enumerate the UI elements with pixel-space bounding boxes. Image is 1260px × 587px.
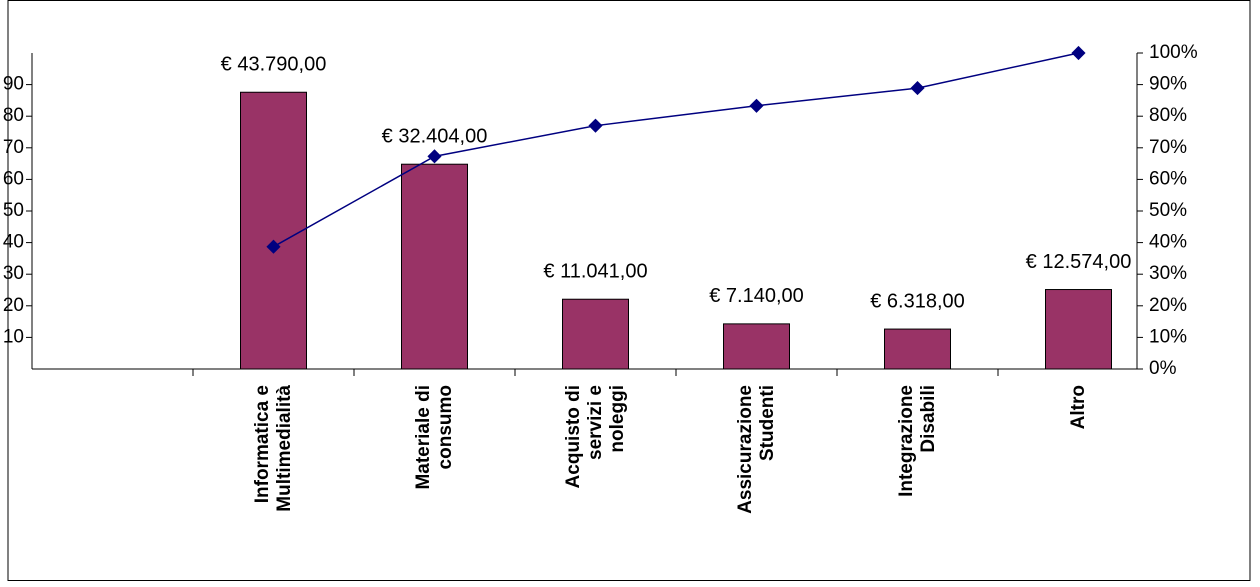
bar <box>562 298 629 370</box>
line-marker <box>427 149 442 164</box>
x-tick-label: Assicurazione Studenti <box>734 385 778 514</box>
y-tick-label: 10 <box>3 326 24 347</box>
x-tick-label: Integrazione Disabili <box>895 385 939 497</box>
cumulative-line <box>273 52 1079 248</box>
y-tick-label: 20 <box>3 295 24 316</box>
data-label: € 43.790,00 <box>221 54 327 76</box>
y2-tick-label: 30% <box>1149 263 1187 284</box>
y-tick-label: 40 <box>3 232 24 253</box>
data-label: € 7.140,00 <box>709 285 804 307</box>
bar <box>401 163 468 370</box>
y-tick-label: 60 <box>3 168 24 189</box>
line-marker <box>749 98 764 113</box>
bar <box>1045 289 1112 370</box>
y-tick-label: 90 <box>3 74 24 95</box>
x-tick-label: Altro <box>1067 385 1089 430</box>
line-marker <box>588 118 603 133</box>
y2-tick-label: 40% <box>1149 232 1187 253</box>
data-label: € 12.574,00 <box>1026 251 1132 273</box>
line-marker <box>910 81 925 96</box>
y2-tick-label: 10% <box>1149 326 1187 347</box>
bar <box>884 328 951 370</box>
y2-tick-label: 20% <box>1149 295 1187 316</box>
y-tick-label: 80 <box>3 105 24 126</box>
y2-tick-label: 80% <box>1149 105 1187 126</box>
x-tick-label: Acquisto di servizi e noleggi <box>562 385 628 489</box>
bar <box>723 323 790 370</box>
x-tick-label: Informatica e Multimedialità <box>251 385 295 512</box>
data-label: € 11.041,00 <box>543 261 647 283</box>
y-tick-label: 30 <box>3 263 24 284</box>
line-marker <box>266 239 281 254</box>
x-tick-label: Materiale di consumo <box>412 385 456 490</box>
y2-tick-label: 0% <box>1149 358 1177 379</box>
y-tick-label: 70 <box>3 137 24 158</box>
y2-tick-label: 50% <box>1149 200 1187 221</box>
y2-tick-label: 60% <box>1149 168 1187 189</box>
data-label: € 32.404,00 <box>382 125 488 147</box>
data-label: € 6.318,00 <box>870 290 965 312</box>
y-tick-label: 50 <box>3 200 24 221</box>
y2-tick-label: 100% <box>1149 42 1198 63</box>
y2-tick-label: 70% <box>1149 137 1187 158</box>
bar <box>240 91 307 370</box>
y2-tick-label: 90% <box>1149 74 1187 95</box>
line-marker <box>1071 45 1086 61</box>
chart-border <box>7 0 1251 581</box>
